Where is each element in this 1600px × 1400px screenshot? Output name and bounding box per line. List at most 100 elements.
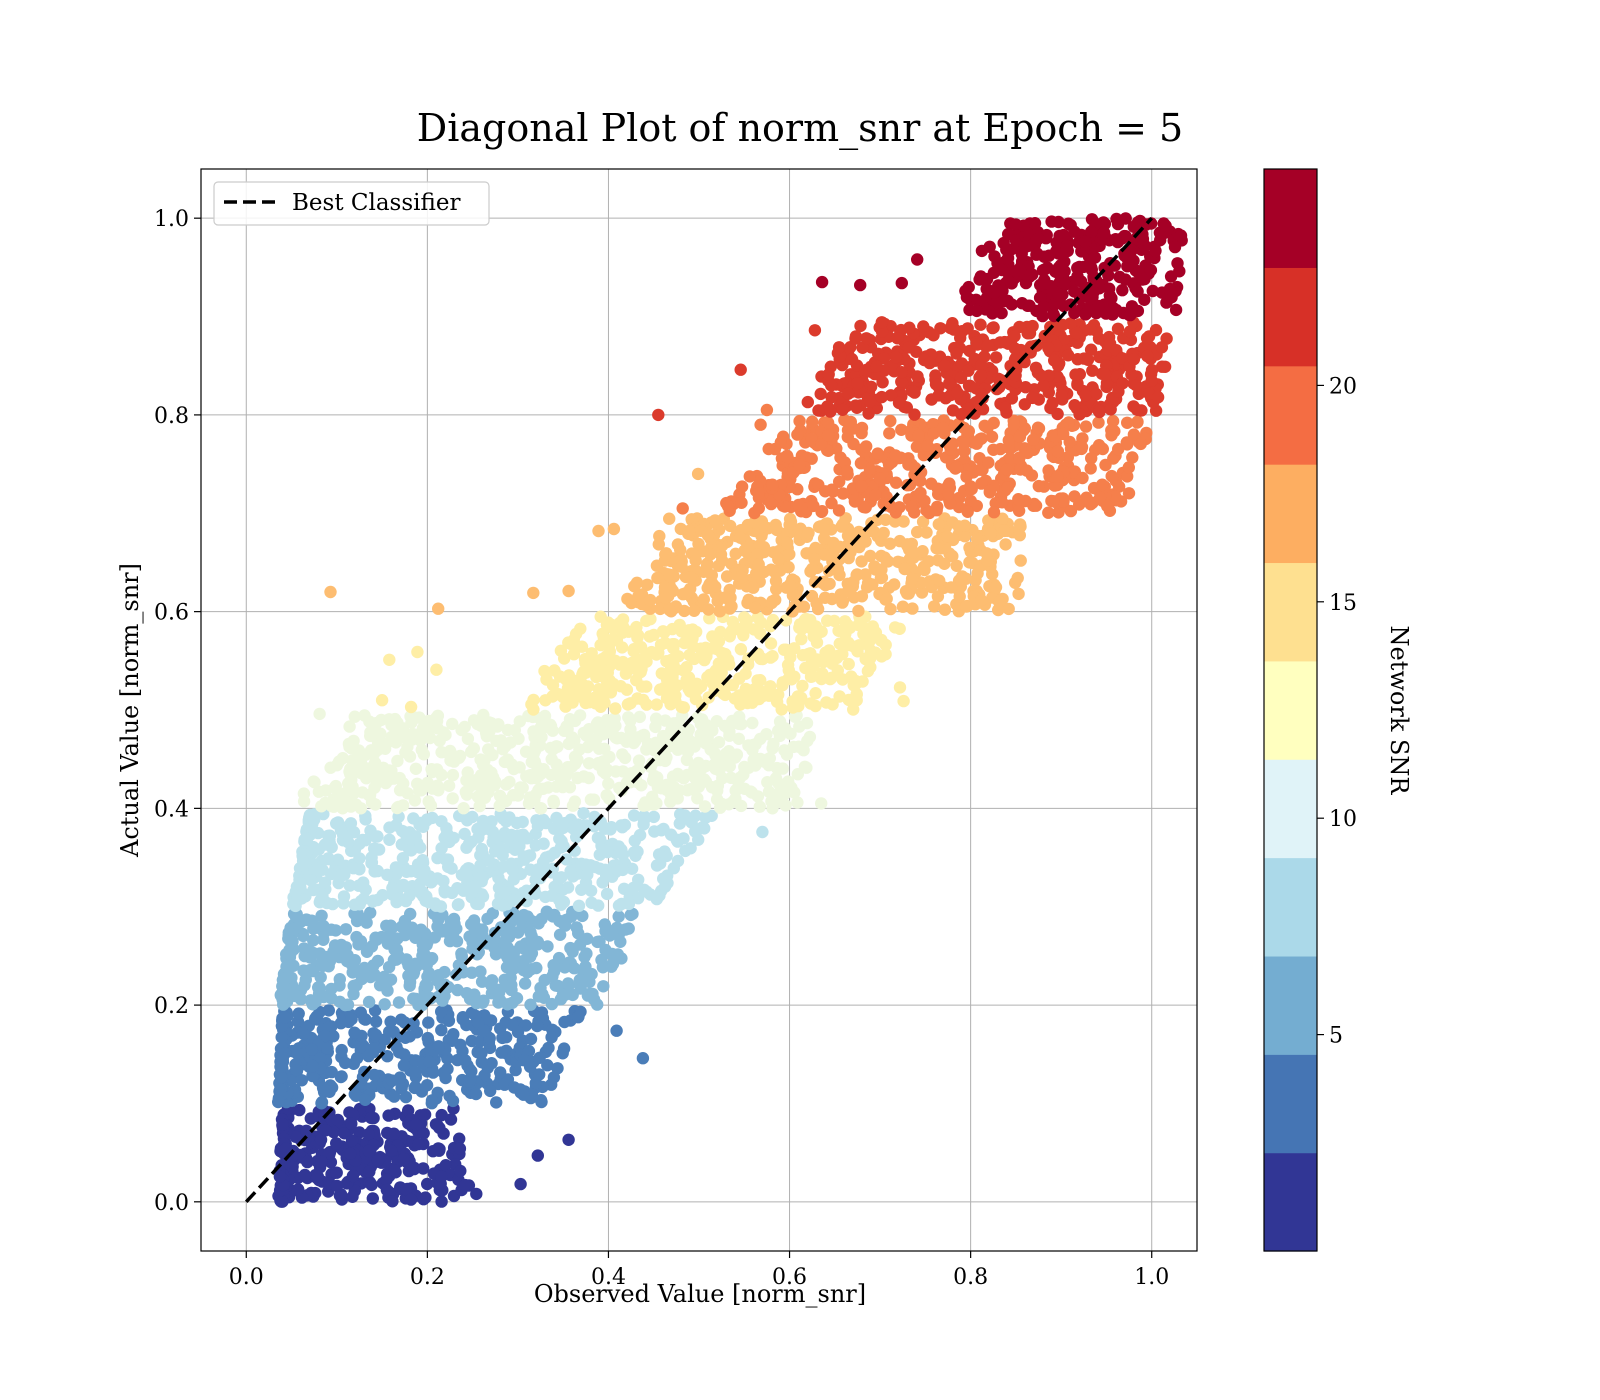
scatter-point — [631, 731, 645, 744]
scatter-point — [684, 571, 697, 584]
scatter-point — [734, 643, 748, 656]
scatter-point — [778, 744, 791, 757]
snr-band-9 — [959, 212, 1188, 323]
scatter-point — [1079, 389, 1092, 402]
scatter-point — [566, 988, 579, 1002]
scatter-point — [1029, 361, 1043, 374]
scatter-point — [950, 347, 963, 360]
scatter-point — [999, 401, 1012, 414]
scatter-point — [671, 854, 685, 868]
scatter-point — [550, 758, 563, 771]
colorbar-tick-label: 5 — [1329, 1024, 1343, 1049]
scatter-point — [1101, 499, 1114, 513]
scatter-point — [606, 633, 619, 646]
scatter-point — [692, 833, 705, 846]
scatter-point — [624, 714, 637, 727]
scatter-point — [447, 755, 461, 768]
scatter-point — [425, 1094, 439, 1107]
scatter-point — [624, 723, 637, 736]
scatter-point — [533, 1051, 546, 1065]
scatter-point — [844, 415, 857, 429]
scatter-point — [327, 800, 340, 813]
scatter-point — [674, 543, 687, 557]
scatter-point — [360, 916, 373, 929]
scatter-point — [409, 1065, 422, 1079]
scatter-point — [884, 414, 897, 428]
scatter-point — [652, 646, 665, 659]
scatter-point — [290, 1047, 304, 1060]
scatter-point — [331, 1113, 345, 1127]
scatter-point — [568, 714, 582, 728]
scatter-point — [779, 787, 792, 800]
scatter-point — [984, 527, 997, 540]
scatter-point — [298, 1168, 312, 1182]
scatter-point — [438, 989, 451, 1003]
scatter-point — [472, 897, 485, 911]
scatter-point — [477, 708, 490, 722]
scatter-point — [353, 837, 366, 851]
scatter-point — [1068, 225, 1081, 238]
scatter-point — [1019, 381, 1032, 394]
scatter-point — [915, 586, 929, 599]
scatter-point — [1048, 479, 1061, 492]
scatter-point — [369, 798, 382, 811]
scatter-point — [761, 776, 774, 789]
scatter-point — [871, 447, 884, 460]
scatter-point — [861, 664, 875, 678]
scatter-point — [723, 729, 736, 742]
scatter-point — [393, 784, 407, 797]
scatter-point — [342, 836, 355, 849]
scatter-point — [348, 954, 362, 967]
scatter-point — [474, 965, 487, 978]
scatter-point — [717, 687, 730, 700]
scatter-point — [537, 721, 550, 735]
scatter-point — [957, 437, 970, 450]
scatter-point — [362, 995, 376, 1009]
scatter-point — [1141, 349, 1154, 363]
scatter-point — [391, 722, 404, 735]
scatter-point — [409, 830, 422, 843]
scatter-point — [1057, 228, 1070, 242]
scatter-point — [330, 1179, 344, 1193]
colorbar-frame — [1263, 168, 1318, 1252]
scatter-point — [843, 638, 856, 652]
scatter-point — [383, 821, 396, 834]
scatter-point — [938, 557, 951, 570]
scatter-point — [1079, 420, 1093, 433]
scatter-point — [440, 827, 454, 840]
scatter-point — [801, 395, 814, 409]
scatter-point — [930, 542, 943, 555]
scatter-point — [836, 487, 850, 500]
scatter-point — [382, 1109, 395, 1122]
scatter-point — [279, 1142, 292, 1155]
scatter-point — [393, 771, 406, 785]
scatter-point — [982, 456, 995, 469]
scatter-point — [764, 637, 778, 650]
scatter-point — [941, 530, 954, 543]
scatter-point — [421, 776, 434, 789]
scatter-point — [911, 370, 924, 383]
scatter-point — [673, 817, 686, 830]
scatter-point — [541, 940, 554, 953]
scatter-point — [694, 717, 707, 731]
scatter-point — [928, 600, 941, 613]
scatter-point — [1071, 336, 1084, 349]
scatter-point — [541, 1059, 554, 1072]
scatter-point — [1104, 403, 1117, 416]
scatter-point — [902, 341, 915, 354]
scatter-point — [1073, 408, 1086, 421]
scatter-point — [754, 418, 767, 431]
scatter-point — [401, 955, 414, 968]
scatter-point — [723, 602, 737, 615]
scatter-point — [651, 781, 665, 794]
scatter-point — [547, 1071, 561, 1084]
scatter-point — [571, 771, 584, 785]
scatter-point — [419, 894, 432, 907]
scatter-point — [582, 771, 595, 785]
scatter-point — [581, 740, 594, 754]
snr-band-3 — [287, 807, 718, 913]
scatter-point — [970, 437, 983, 450]
scatter-point — [1093, 491, 1107, 504]
scatter-point — [738, 612, 751, 625]
scatter-point — [553, 928, 567, 941]
